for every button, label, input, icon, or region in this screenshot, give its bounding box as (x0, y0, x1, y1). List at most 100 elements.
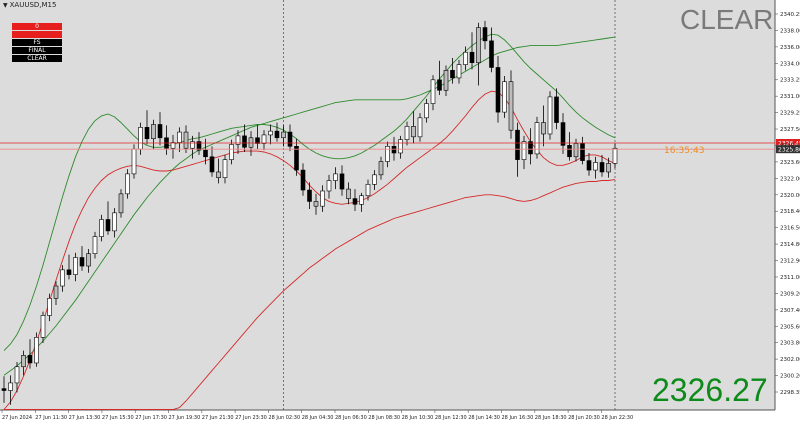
candle-body (443, 70, 449, 91)
candle-body (157, 124, 163, 139)
candle-body (300, 169, 306, 191)
candle-body (131, 148, 137, 175)
fs-button[interactable]: FS (12, 39, 62, 46)
candle-body (118, 193, 124, 214)
candle-body (541, 122, 546, 135)
candle-body (502, 81, 507, 113)
current-price: 2326.27 (652, 372, 768, 408)
y-tick-label: 2334.00 (780, 61, 800, 67)
x-tick-label: 27 Jun 21:30 (202, 415, 234, 421)
candle-body (424, 103, 429, 119)
candle-body (515, 129, 520, 160)
candle-body (378, 161, 384, 176)
x-tick-label: 28 Jun 16:30 (502, 415, 534, 421)
candle-body (105, 219, 111, 232)
y-tick-label: 2327.50 (780, 127, 800, 133)
candle-body (365, 184, 371, 197)
candle-body (534, 122, 540, 155)
price-axis (775, 0, 800, 424)
x-tick-label: 27 Jun 11:30 (35, 415, 67, 421)
candle-body (398, 139, 403, 154)
clear-button[interactable]: CLEAR (12, 55, 62, 62)
candle-body (573, 143, 579, 158)
candle-body (40, 315, 46, 338)
candle-body (261, 134, 267, 144)
y-tick-label: 2325.45 (780, 143, 800, 149)
y-tick-label: 2300.20 (780, 374, 800, 380)
y-tick-label: 2318.40 (780, 209, 800, 215)
zero-button[interactable]: 0 (12, 23, 62, 30)
candle-body (508, 81, 514, 131)
candle-body (53, 285, 59, 299)
candle-body (79, 257, 85, 267)
candle-body (489, 40, 494, 68)
y-tick-label: 2333.25 (780, 78, 800, 84)
candle-body (469, 51, 475, 64)
candle-body (27, 355, 33, 364)
candle-body (47, 298, 52, 316)
candle-body (450, 70, 455, 79)
candle-body (352, 198, 358, 205)
candle-body (125, 173, 130, 195)
candle-body (346, 188, 351, 199)
candle-body (151, 124, 156, 140)
y-tick-label: 2329.25 (780, 111, 800, 117)
candle-body (528, 141, 533, 155)
y-tick-label: 2307.40 (780, 308, 800, 314)
triangle-down-icon: ▼ (3, 2, 8, 9)
y-tick-label: 2311.00 (780, 275, 800, 281)
candle-body (268, 130, 273, 136)
candle-body (274, 130, 280, 139)
candle-body (411, 126, 416, 138)
x-tick-label: 28 Jun 14:30 (468, 415, 500, 421)
y-tick-label: 2305.60 (780, 324, 800, 330)
x-tick-label: 27 Jun 23:30 (235, 415, 267, 421)
candle-body (547, 96, 553, 135)
candle-body (242, 135, 247, 148)
final-button[interactable]: FINAL (12, 47, 62, 54)
candle-body (281, 131, 286, 139)
candle-body (307, 189, 312, 202)
x-tick-label: 28 Jun 02:30 (268, 415, 300, 421)
candle-body (372, 174, 377, 185)
candle-body (359, 195, 364, 205)
candle-body (138, 127, 143, 150)
candle-body (209, 156, 215, 173)
candle-body (463, 51, 468, 65)
x-tick-label: 27 Jun 15:30 (102, 415, 134, 421)
y-tick-label: 2316.50 (780, 226, 800, 232)
candle-body (255, 137, 260, 144)
x-tick-label: 28 Jun 10:30 (402, 415, 434, 421)
y-tick-label: 2338.00 (780, 28, 800, 34)
candle-body (320, 190, 325, 207)
x-tick-label: 27 Jun 17:30 (135, 415, 167, 421)
y-tick-label: 2309.20 (780, 291, 800, 297)
price-tag-box (776, 139, 800, 148)
x-tick-label: 28 Jun 18:30 (535, 415, 567, 421)
candle-body (177, 131, 182, 143)
candle-body (34, 337, 39, 364)
candle-body (235, 135, 241, 145)
candle-body (580, 143, 585, 161)
x-tick-label: 28 Jun 08:30 (368, 415, 400, 421)
blank-button[interactable] (12, 31, 62, 38)
y-tick-label: 2314.80 (780, 242, 800, 248)
candle-timer: 16:35:43 (664, 146, 705, 156)
candle-body (8, 382, 13, 391)
y-tick-label: 2320.00 (780, 193, 800, 199)
candle-body (196, 141, 202, 151)
candle-body (404, 126, 410, 140)
candle-body (190, 141, 195, 149)
candle-body (1, 388, 7, 391)
candle-body (339, 173, 345, 190)
candle-body (593, 162, 598, 171)
x-tick-label: 27 Jun 2024 (2, 415, 32, 421)
envelope-line-3 (4, 179, 616, 410)
y-tick-label: 2298.35 (780, 390, 800, 396)
candle-body (430, 79, 436, 104)
candle-body (606, 163, 611, 173)
candle-body (248, 137, 254, 148)
candle-body (216, 171, 221, 178)
